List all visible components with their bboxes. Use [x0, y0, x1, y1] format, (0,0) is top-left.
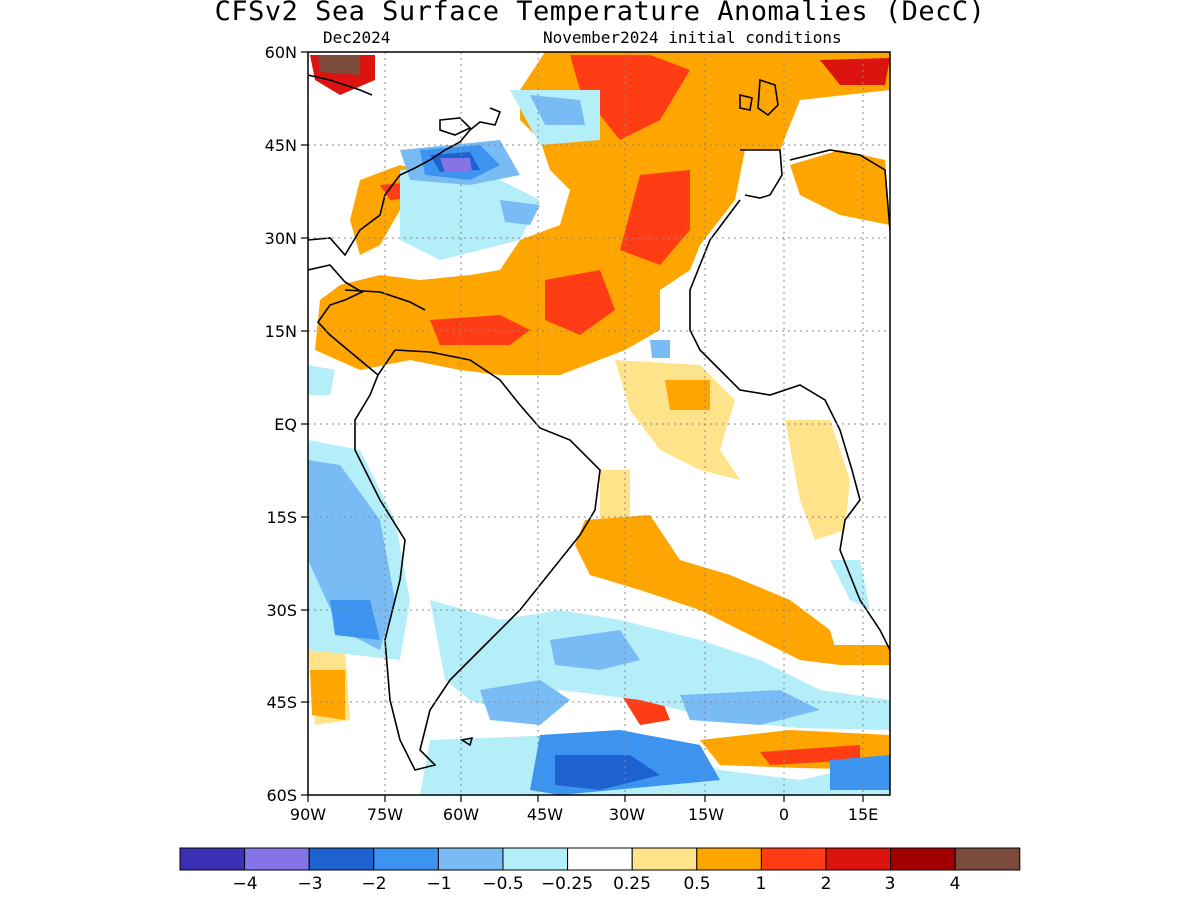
latitude-labels: 60N 45N 30N 15N EQ 15S 30S 45S 60S	[265, 43, 297, 805]
axis-ticks	[301, 51, 864, 802]
colorbar: −4 −3 −2 −1 −0.5 −0.25 0.25 0.5 1 2 3 4	[179, 847, 1021, 894]
lat-label: 15S	[266, 508, 297, 527]
lat-label: 30S	[266, 601, 297, 620]
lon-label: 15E	[848, 805, 878, 824]
colorbar-swatch	[308, 847, 375, 871]
colorbar-label: −1	[426, 874, 451, 894]
colorbar-label: 1	[756, 874, 767, 894]
north-atlantic-hot-core	[570, 55, 690, 140]
colorbar-label: −4	[232, 874, 257, 894]
lon-label: 90W	[290, 805, 326, 824]
lat-label: 45S	[266, 693, 297, 712]
lon-label: 15W	[688, 805, 724, 824]
cold-core-purple	[440, 158, 472, 172]
colorbar-label: −3	[297, 874, 322, 894]
colorbar-swatch	[825, 847, 892, 871]
lon-label: 75W	[367, 805, 403, 824]
longitude-labels: 90W 75W 60W 45W 30W 15W 0 15E	[290, 805, 878, 824]
colorbar-swatch	[502, 847, 569, 871]
lon-label: 45W	[527, 805, 563, 824]
north-atlantic-warm-region	[315, 52, 890, 375]
colorbar-label: 3	[885, 874, 896, 894]
colorbar-swatch	[631, 847, 698, 871]
lat-label: 30N	[265, 229, 297, 248]
colorbar-swatch	[437, 847, 504, 871]
colorbar-label: −0.5	[482, 874, 523, 894]
colorbar-labels: −4 −3 −2 −1 −0.5 −0.25 0.25 0.5 1 2 3 4	[232, 874, 960, 894]
initial-conditions: November2024 initial conditions	[543, 28, 842, 47]
forecast-month: Dec2024	[323, 28, 391, 47]
colorbar-label: −0.25	[541, 874, 593, 894]
colorbar-swatch	[567, 847, 633, 871]
south-atlantic-warm-region	[575, 515, 840, 665]
colorbar-label: 0.25	[613, 874, 651, 894]
lat-label: EQ	[274, 415, 297, 434]
colorbar-label: −2	[361, 874, 386, 894]
lat-label: 60S	[266, 786, 297, 805]
graticule	[308, 52, 890, 795]
colorbar-swatch	[696, 847, 762, 871]
colorbar-swatch	[244, 847, 310, 871]
colorbar-swatch	[179, 847, 246, 871]
colorbar-swatch	[373, 847, 439, 871]
map-title: CFSv2 Sea Surface Temperature Anomalies …	[214, 0, 986, 27]
lon-label: 60W	[443, 805, 479, 824]
lat-label: 45N	[265, 136, 297, 155]
lat-label: 60N	[265, 43, 297, 62]
coastlines	[308, 74, 890, 771]
lon-label: 0	[779, 805, 789, 824]
colorbar-label: 4	[950, 874, 961, 894]
colorbar-label: 0.5	[683, 874, 710, 894]
lat-label: 15N	[265, 322, 297, 341]
colorbar-swatch	[954, 847, 1021, 871]
lon-label: 30W	[609, 805, 645, 824]
colorbar-label: 2	[821, 874, 832, 894]
colorbar-swatch	[760, 847, 827, 871]
anomaly-field	[308, 52, 890, 795]
colorbar-swatch	[890, 847, 956, 871]
colorbar-swatches	[179, 847, 1021, 871]
